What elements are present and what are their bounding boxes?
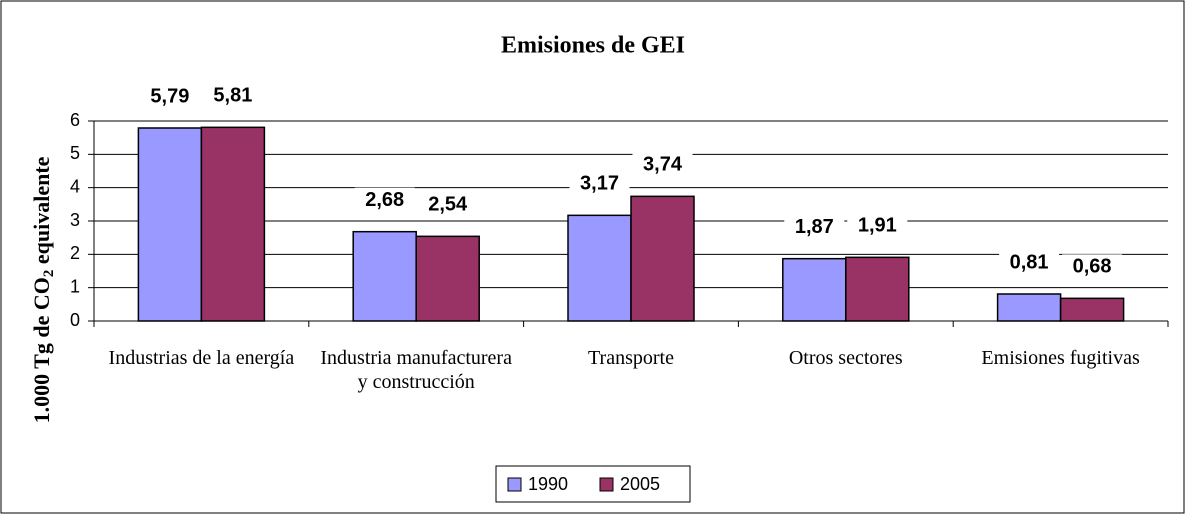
- y-tick-label: 1: [70, 276, 80, 296]
- y-axis-label-text: 1.000 Tg de CO: [29, 277, 54, 423]
- x-tick-label: Industrias de la energía: [108, 347, 295, 369]
- y-tick-label: 5: [70, 143, 80, 163]
- value-label-bg: [1062, 254, 1123, 281]
- y-tick-label: 3: [70, 210, 80, 230]
- x-tick-label: Emisiones fugitivas: [981, 347, 1140, 369]
- value-label-bg: [569, 171, 630, 198]
- legend-label: 1990: [528, 474, 568, 494]
- value-label: 1,87: [795, 216, 834, 238]
- bar: [996, 293, 1062, 322]
- value-label-bg: [139, 84, 200, 110]
- x-tick-label: Otros sectores: [788, 347, 903, 369]
- bar: [415, 235, 480, 322]
- value-label: 3,17: [580, 173, 619, 195]
- bar: [1059, 297, 1125, 322]
- value-label: 5,81: [213, 85, 252, 107]
- y-axis-label: 1.000 Tg de CO2 equivalente: [29, 156, 57, 423]
- value-label-bg: [417, 192, 478, 219]
- bar: [567, 214, 632, 322]
- value-label-bg: [632, 152, 693, 179]
- value-label-bg: [999, 250, 1060, 276]
- y-tick-label: 4: [70, 176, 80, 196]
- bar: [782, 257, 847, 322]
- y-tick-label: 2: [70, 243, 80, 263]
- y-axis-label-sub: 2: [41, 270, 57, 278]
- value-label: 2,54: [428, 194, 468, 216]
- bar: [200, 126, 266, 322]
- legend-box: [495, 465, 691, 503]
- value-label: 0,81: [1010, 251, 1049, 273]
- value-label: 5,79: [150, 85, 189, 107]
- y-axis-label-after: equivalente: [29, 156, 54, 269]
- value-label-bg: [202, 83, 263, 110]
- value-label-bg: [847, 213, 908, 240]
- x-tick-label: Transporte: [588, 347, 674, 369]
- legend-label: 2005: [620, 474, 660, 494]
- y-tick-label: 6: [70, 110, 80, 130]
- x-tick-label: Industria manufacturera y construcción: [320, 347, 512, 393]
- value-label-bg: [784, 214, 845, 241]
- bar: [845, 256, 910, 322]
- value-label: 3,74: [643, 154, 683, 176]
- bar: [137, 127, 203, 322]
- value-label-bg: [354, 187, 415, 214]
- value-label: 1,91: [858, 215, 897, 237]
- bar: [630, 195, 695, 322]
- bar: [352, 230, 417, 322]
- y-tick-label: 0: [70, 310, 80, 330]
- legend-swatch: [507, 477, 522, 492]
- value-label: 2,68: [365, 189, 404, 211]
- value-label: 0,68: [1073, 256, 1112, 278]
- legend-swatch: [599, 477, 614, 492]
- chart-title: Emisiones de GEI: [501, 33, 685, 59]
